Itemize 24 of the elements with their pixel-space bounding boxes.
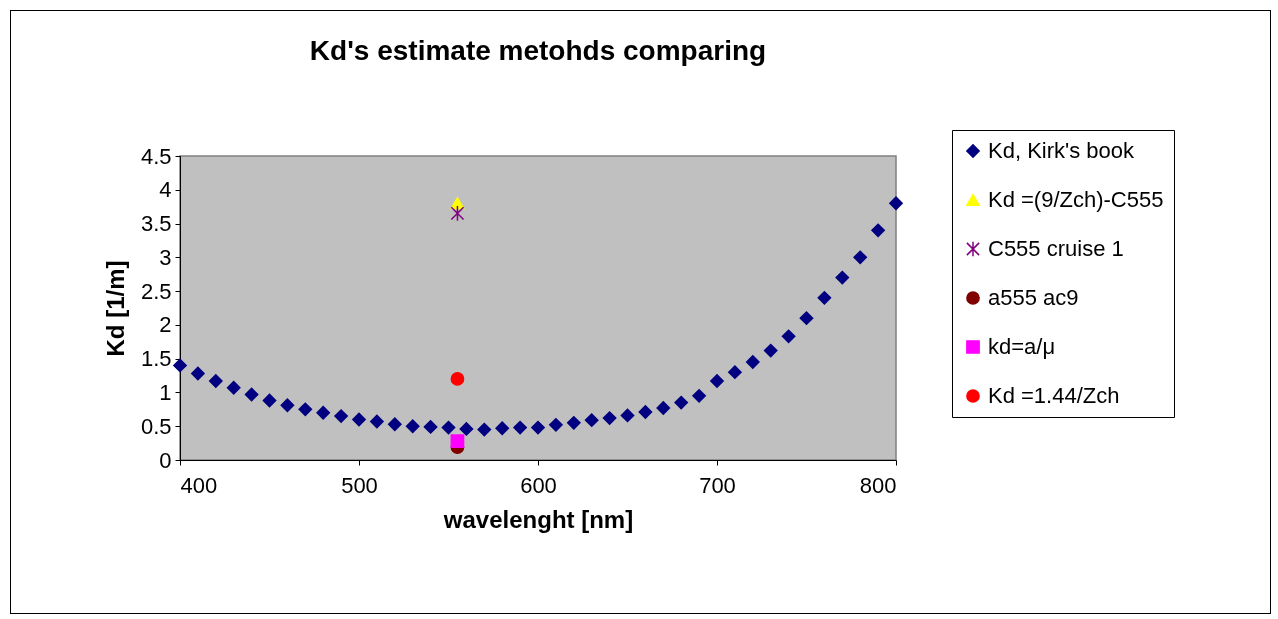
x-tick-label: 400 <box>180 472 218 498</box>
y-tick-label: 2 <box>159 312 172 338</box>
y-axis-title: Kd [1/m] <box>101 260 129 357</box>
legend-label: a555 ac9 <box>988 285 1079 310</box>
y-tick-label: 3.5 <box>140 211 172 237</box>
x-axis-title: wavelenght [nm] <box>442 505 634 533</box>
legend-label: Kd =1.44/Zch <box>988 383 1120 408</box>
x-tick-label: 800 <box>859 472 897 498</box>
x-tick-label: 500 <box>341 472 378 498</box>
chart-title: Kd's estimate metohds comparing <box>309 34 767 66</box>
y-tick-label: 3 <box>159 244 172 270</box>
y-tick-label: 4 <box>159 177 172 203</box>
legend-label: kd=a/μ <box>988 334 1056 359</box>
legend-label: C555 cruise 1 <box>988 236 1124 261</box>
y-tick-label: 1.5 <box>140 346 172 372</box>
y-tick-label: 4.5 <box>140 143 172 169</box>
legend-label: Kd =(9/Zch)-C555 <box>988 187 1164 212</box>
legend-label: Kd, Kirk's book <box>988 138 1136 163</box>
y-tick-label: 0.5 <box>140 413 172 439</box>
y-tick-label: 0 <box>159 447 172 473</box>
x-tick-label: 600 <box>520 472 557 498</box>
x-tick-label: 700 <box>699 472 736 498</box>
y-tick-label: 1 <box>159 379 172 405</box>
y-tick-label: 2.5 <box>140 278 172 304</box>
